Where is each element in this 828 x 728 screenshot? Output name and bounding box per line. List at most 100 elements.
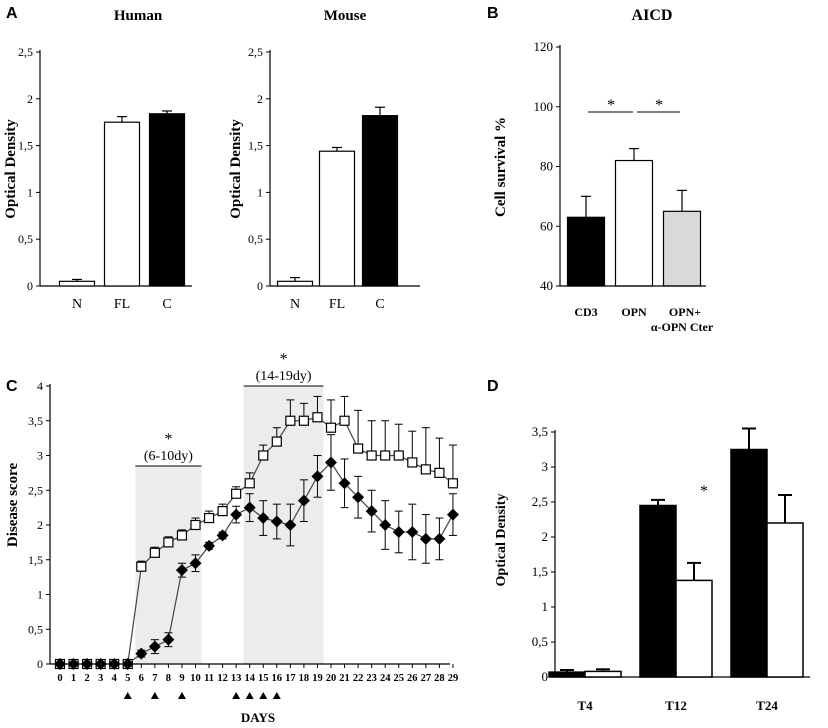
- data-point-square: [325, 422, 337, 433]
- x-tick-label: N: [290, 297, 300, 312]
- y-tick-label: 2,5: [248, 45, 263, 59]
- chart-mouse: Mouse 0 0,5 1 1,5 2 2,5 Optical Density N FL C: [228, 8, 420, 312]
- data-point-square: [176, 530, 188, 541]
- x-tick-label: CD3: [574, 305, 597, 319]
- x-axis-label: DAYS: [241, 710, 275, 725]
- y-tick-label: 1: [37, 588, 43, 602]
- bar: [614, 159, 654, 287]
- data-point-square: [258, 450, 269, 461]
- data-point-diamond: [352, 491, 365, 504]
- data-point-diamond: [94, 658, 107, 670]
- y-tick-label: 3,5: [532, 424, 548, 439]
- significance-star: *: [700, 483, 708, 500]
- significance-star: *: [280, 351, 288, 368]
- bar: [276, 280, 314, 287]
- y-tick-label: 0: [27, 279, 33, 293]
- x-tick-label: 21: [339, 673, 350, 684]
- panel-label-b: B: [487, 5, 499, 22]
- bar: [318, 150, 356, 287]
- y-tick-label: 0: [542, 669, 549, 684]
- y-axis-label: Optical Density: [228, 119, 244, 219]
- data-point-square: [312, 412, 323, 423]
- x-tick-label: 14: [244, 673, 255, 684]
- bar: [675, 579, 713, 678]
- injection-arrow-marker: [123, 692, 132, 699]
- data-point-square: [285, 415, 296, 426]
- x-tick-label: OPN+: [669, 305, 701, 319]
- bar: [730, 448, 768, 678]
- x-tick-label: T24: [756, 698, 778, 713]
- x-tick-label: FL: [329, 297, 345, 312]
- data-point-square: [149, 547, 160, 558]
- data-point-square: [380, 450, 391, 461]
- data-point-diamond: [216, 529, 229, 542]
- panel-label-a: A: [6, 5, 18, 22]
- bar: [58, 280, 96, 287]
- x-tick-label: C: [162, 297, 171, 312]
- chart-aicd: AICD 40 60 80 100 120 Cell survival % CD3 OPN OPN…: [493, 7, 714, 334]
- x-tick-label: 26: [407, 673, 418, 684]
- data-point-diamond: [230, 508, 243, 521]
- chart-human: Human 0 0,5 1 1,5 2 2,5 Optical Density N FL C: [3, 8, 192, 312]
- y-tick-label: 1,5: [532, 564, 548, 579]
- x-tick-label: C: [375, 297, 384, 312]
- x-tick-label: N: [72, 297, 82, 312]
- injection-arrow-marker: [272, 692, 281, 699]
- data-point-square: [190, 519, 201, 531]
- injection-arrow-marker: [177, 692, 186, 699]
- data-point-diamond: [446, 508, 459, 521]
- bar: [639, 504, 677, 678]
- significance-star: *: [164, 431, 172, 448]
- x-tick-label: 19: [312, 673, 323, 684]
- x-tick-label: 6: [139, 673, 144, 684]
- x-tick-label: 4: [112, 673, 118, 684]
- bar: [584, 670, 622, 678]
- x-tick-label: 1: [71, 673, 76, 684]
- injection-arrow-marker: [259, 692, 268, 699]
- y-tick-label: 1,5: [28, 553, 43, 567]
- data-point-square: [203, 512, 215, 524]
- data-point-diamond: [189, 557, 202, 570]
- y-tick-label: 2,5: [28, 483, 43, 497]
- data-point-square: [407, 457, 418, 468]
- chart-optical-density-time: 0 0,5 1 1,5 2 2,5 3 3,5 Optical Density T4 T12 T24 *: [494, 424, 810, 713]
- x-tick-label: 27: [421, 673, 432, 684]
- y-tick-label: 3,5: [28, 414, 43, 428]
- panel-label-d: D: [487, 378, 499, 395]
- chart-title: Mouse: [324, 8, 367, 24]
- data-point-square: [231, 488, 242, 499]
- bar: [148, 113, 186, 287]
- x-tick-label: 0: [57, 673, 62, 684]
- significance-star: *: [607, 97, 615, 114]
- x-tick-label: 11: [204, 673, 214, 684]
- y-tick-label: 2: [27, 92, 33, 106]
- data-point-diamond: [419, 532, 432, 545]
- data-point-diamond: [81, 658, 94, 670]
- x-tick-label: 17: [285, 673, 296, 684]
- bar: [662, 210, 702, 287]
- x-tick-label: 18: [299, 673, 310, 684]
- y-tick-label: 0: [257, 279, 263, 293]
- x-tick-label: 24: [380, 673, 391, 684]
- y-tick-label: 0: [37, 657, 43, 671]
- data-point-diamond: [121, 658, 134, 670]
- y-tick-label: 3: [37, 449, 43, 463]
- data-point-diamond: [406, 525, 419, 538]
- range-label: (14-19dy): [256, 369, 312, 384]
- data-point-diamond: [365, 505, 378, 518]
- bar: [361, 115, 399, 287]
- bar: [766, 522, 804, 678]
- panel-label-c: C: [6, 378, 18, 395]
- y-axis-label: Disease score: [5, 463, 21, 548]
- x-tick-label: 2: [84, 673, 89, 684]
- x-tick-sublabel: α-OPN Cter: [651, 320, 714, 334]
- x-tick-label: 13: [231, 673, 242, 684]
- x-tick-label: 15: [258, 673, 269, 684]
- x-tick-label: 23: [366, 673, 377, 684]
- y-tick-label: 2,5: [18, 45, 33, 59]
- x-tick-label: FL: [114, 297, 130, 312]
- y-axis-label: Optical Density: [3, 119, 19, 219]
- x-tick-label: 7: [152, 673, 157, 684]
- bar: [103, 121, 141, 287]
- y-tick-label: 2: [37, 518, 43, 532]
